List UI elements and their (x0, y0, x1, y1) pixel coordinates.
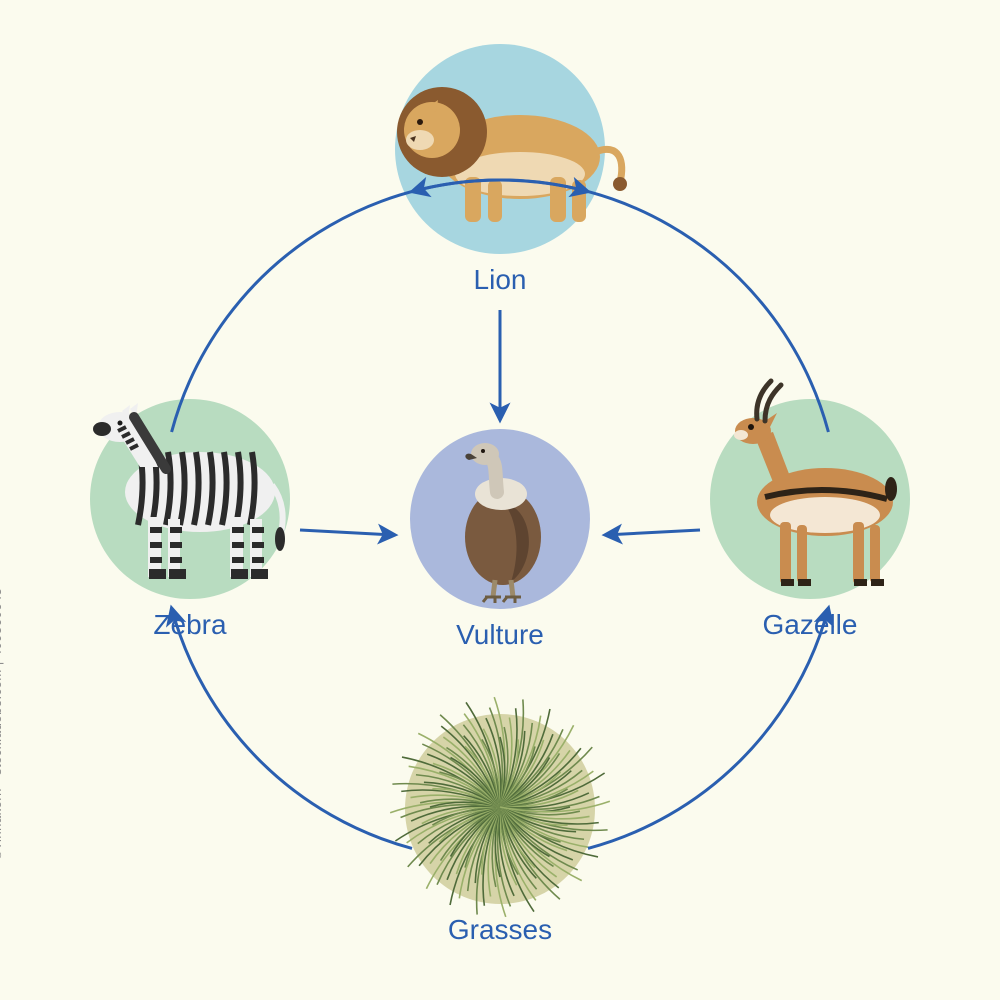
food-web-diagram: Lion Zebra (0, 0, 1000, 1000)
vulture-circle (410, 429, 590, 609)
lion-label: Lion (395, 264, 605, 296)
gazelle-label: Gazelle (710, 609, 910, 641)
arrow-gazelle-to-vulture (605, 530, 700, 535)
zebra-icon (70, 397, 310, 602)
zebra-circle (90, 399, 290, 599)
watermark: ©Tinnakorn - stock.adobe.com | 409560645 (0, 588, 4, 860)
lion-node: Lion (395, 44, 605, 296)
vulture-label: Vulture (410, 619, 590, 651)
zebra-label: Zebra (90, 609, 290, 641)
vulture-icon (425, 432, 575, 607)
arrow-zebra-to-vulture (300, 530, 395, 535)
gazelle-circle (710, 399, 910, 599)
gazelle-node: Gazelle (710, 399, 910, 641)
vulture-node: Vulture (410, 429, 590, 651)
grasses-icon (405, 712, 595, 907)
grasses-label: Grasses (405, 914, 595, 946)
lion-circle (395, 44, 605, 254)
grasses-circle (405, 714, 595, 904)
gazelle-icon (695, 387, 925, 612)
lion-icon (370, 62, 630, 237)
arrow-grasses-to-zebra (172, 608, 412, 848)
grasses-node: Grasses (405, 714, 595, 946)
zebra-node: Zebra (90, 399, 290, 641)
arrow-grasses-to-gazelle (588, 608, 828, 848)
